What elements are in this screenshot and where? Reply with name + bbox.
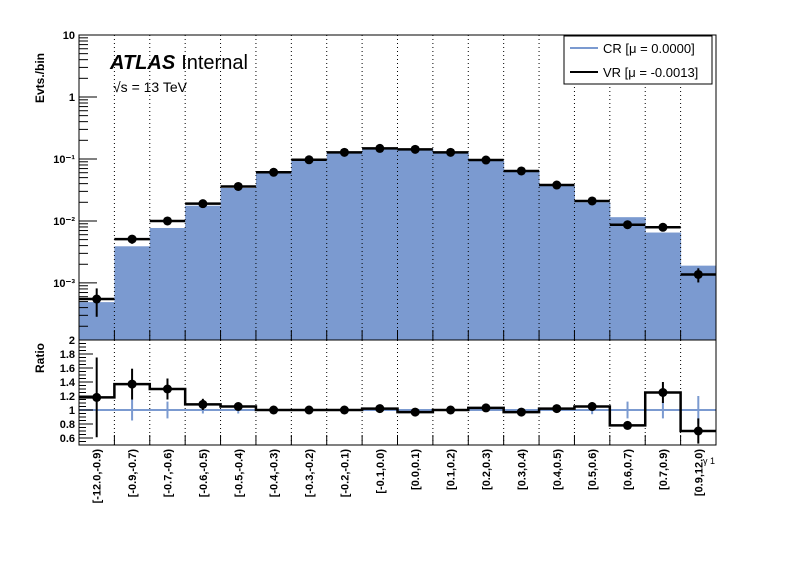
ratio-point — [304, 405, 314, 415]
main-panel: 10⁻³ 10⁻² 10⁻¹ 1 10 — [53, 30, 717, 341]
ratio-tick-label: 2 — [69, 335, 75, 347]
x-tick-label: [0.0,0.1) — [410, 449, 422, 490]
y-tick-label: 10⁻¹ — [53, 154, 75, 166]
cr-bar — [468, 160, 505, 340]
ratio-tick-label: 1.6 — [60, 363, 75, 375]
x-tick-label: [0.9,12.0) — [693, 449, 705, 496]
cr-bar — [397, 148, 434, 340]
cr-bar — [255, 172, 292, 340]
y-tick-label: 10⁻² — [53, 216, 75, 228]
vr-point — [127, 234, 137, 244]
ratio-point — [233, 402, 243, 411]
ratio-point — [410, 407, 420, 417]
x-tick-label: [0.3,0.4) — [516, 449, 528, 490]
x-tick-label: [-0.2,-0.1) — [339, 449, 351, 498]
vr-point — [375, 143, 385, 153]
vr-point — [269, 167, 279, 177]
vr-point — [658, 222, 668, 232]
x-tick-label: [-0.6,-0.5) — [198, 449, 210, 498]
ratio-point — [446, 405, 456, 415]
y-tick-label: 1 — [69, 92, 75, 104]
vr-point — [233, 181, 243, 191]
ratio-step-line — [79, 382, 716, 433]
x-tick-label: [-0.4,-0.3) — [269, 449, 281, 498]
y-tick-label: 10 — [63, 30, 75, 42]
vr-point — [693, 269, 703, 279]
ratio-point — [658, 388, 668, 397]
vr-point — [304, 155, 314, 165]
vr-point — [410, 144, 420, 154]
vr-point — [552, 180, 562, 190]
ratio-tick-label: 1.4 — [60, 377, 76, 389]
ratio-point — [481, 403, 491, 413]
vr-point — [516, 166, 526, 176]
x-tick-label: [-0.5,-0.4) — [233, 449, 245, 498]
x-tick-label: [-12.0,-0.9) — [92, 449, 104, 504]
cr-bar — [291, 160, 328, 340]
ratio-point — [339, 405, 349, 415]
ratio-tick-label: 1.2 — [60, 391, 75, 403]
x-tick-label: [0.2,0.3) — [481, 449, 493, 490]
cr-bar — [574, 202, 611, 340]
ratio-point — [198, 399, 208, 409]
x-axis-label: γ 1 — [703, 456, 715, 466]
vr-point — [339, 147, 349, 157]
ratio-point — [127, 379, 137, 389]
y-tick-label: 10⁻³ — [53, 278, 75, 290]
legend-vr-label: VR [μ = -0.0013] — [603, 65, 698, 80]
x-tick-label: [0.5,0.6) — [587, 449, 599, 490]
legend: CR [μ = 0.0000] VR [μ = -0.0013] — [563, 35, 713, 85]
x-tick-label: [0.6,0.7) — [623, 449, 635, 490]
cr-bar — [432, 152, 469, 340]
x-tick-label: [0.1,0.2) — [446, 449, 458, 490]
ratio-point — [623, 420, 633, 430]
ratio-tick-label: 0.8 — [60, 419, 75, 431]
energy-label: √s = 13 TeV — [113, 79, 188, 95]
vr-point — [162, 216, 172, 226]
ratio-y-axis-label: Ratio — [33, 343, 47, 373]
vr-point — [446, 147, 456, 157]
vr-point — [623, 220, 633, 230]
atlas-label: ATLAS Internal — [109, 52, 248, 74]
cr-bar — [114, 246, 151, 340]
vr-point — [587, 196, 597, 206]
x-tick-label: [0.7,0.9) — [658, 449, 670, 490]
ratio-point — [162, 384, 172, 394]
cr-bar — [503, 170, 540, 340]
ratio-point — [375, 404, 385, 414]
cr-bar — [539, 185, 575, 340]
ratio-point — [269, 405, 279, 415]
cr-bar — [609, 217, 646, 340]
ratio-point — [587, 402, 597, 411]
ratio-tick-label: 1 — [69, 405, 75, 417]
cr-bar — [645, 232, 682, 340]
ratio-tick-label: 1.8 — [60, 349, 75, 361]
cr-bar — [185, 205, 222, 340]
ratio-point — [552, 404, 562, 414]
x-tick-label: [0.4,0.5) — [552, 449, 564, 490]
ratio-point — [516, 407, 526, 417]
cr-bar — [149, 227, 186, 340]
legend-cr-label: CR [μ = 0.0000] — [603, 41, 695, 56]
ratio-point — [693, 426, 703, 436]
cr-bar — [220, 188, 257, 340]
x-tick-label: [-0.7,-0.6) — [162, 449, 174, 498]
ratio-panel: 0.6 0.8 1 1.2 1.4 1.6 1.8 2 [-12.0,-0.9) [-0.9,-0… — [60, 335, 717, 504]
x-tick-label: [-0.3,-0.2) — [304, 449, 316, 498]
vr-point — [481, 155, 491, 165]
x-tick-label: [-0.9,-0.7) — [127, 449, 139, 498]
cr-bar — [326, 152, 363, 340]
cr-bar — [362, 148, 398, 340]
ratio-point — [92, 392, 102, 402]
ratio-tick-label: 0.6 — [60, 433, 75, 445]
vr-point — [198, 199, 208, 209]
y-axis-label: Evts./bin — [33, 53, 47, 103]
vr-point — [92, 294, 102, 304]
x-tick-label: [-0.1,0.0) — [375, 449, 387, 494]
